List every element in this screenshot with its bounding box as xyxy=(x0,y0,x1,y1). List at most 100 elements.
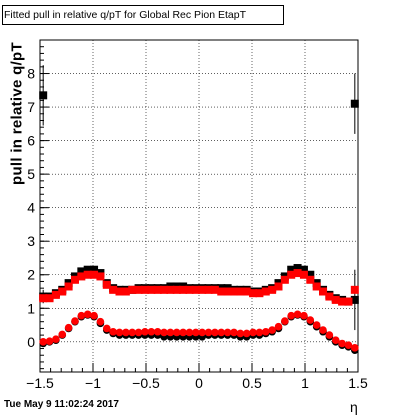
data-point xyxy=(102,324,111,333)
data-point xyxy=(281,317,289,325)
data-point xyxy=(300,311,308,320)
data-point xyxy=(121,287,130,296)
data-point xyxy=(134,285,143,294)
y-tick-label: 2 xyxy=(27,267,35,283)
data-point xyxy=(223,328,232,337)
data-point xyxy=(179,285,188,294)
data-point xyxy=(90,270,99,279)
data-point xyxy=(166,328,175,337)
data-point xyxy=(350,295,359,304)
data-point xyxy=(115,328,124,337)
data-point xyxy=(166,285,175,294)
y-tick-label: 5 xyxy=(27,166,35,182)
y-tick-label: 8 xyxy=(27,66,35,82)
data-point xyxy=(172,328,181,337)
data-point xyxy=(306,316,315,324)
x-tick-label: 1 xyxy=(301,375,309,391)
data-point xyxy=(64,282,73,291)
timestamp: Tue May 9 11:02:24 2017 xyxy=(4,399,119,410)
y-tick-label: 1 xyxy=(27,300,35,316)
data-point xyxy=(274,322,283,331)
x-tick-label: 0.5 xyxy=(242,375,262,391)
data-point xyxy=(236,329,245,338)
data-point xyxy=(236,287,245,296)
data-point xyxy=(306,275,315,284)
data-point xyxy=(39,294,48,303)
data-point xyxy=(90,311,98,320)
data-point xyxy=(338,297,347,306)
data-point xyxy=(268,285,277,294)
data-series xyxy=(39,310,359,352)
data-point xyxy=(109,285,118,294)
data-point xyxy=(351,344,359,352)
data-point xyxy=(83,310,92,319)
data-point xyxy=(64,323,73,332)
data-point xyxy=(350,285,359,294)
data-point xyxy=(331,295,340,304)
y-tick-label: 7 xyxy=(27,99,35,115)
data-point xyxy=(96,272,105,281)
data-point xyxy=(230,328,238,337)
data-point xyxy=(249,328,257,337)
data-point xyxy=(325,292,334,301)
data-point xyxy=(325,331,334,339)
data-point xyxy=(261,287,270,296)
data-point xyxy=(147,327,156,336)
data-point xyxy=(198,328,206,337)
data-point xyxy=(287,311,296,320)
data-point xyxy=(45,294,54,303)
y-tick-label: 3 xyxy=(27,233,35,249)
data-point xyxy=(90,265,99,274)
x-tick-label: −1.5 xyxy=(26,375,54,391)
data-point xyxy=(344,341,353,349)
data-point xyxy=(293,310,302,319)
data-point xyxy=(160,328,168,337)
data-point xyxy=(319,326,327,334)
data-point xyxy=(350,99,359,108)
data-point xyxy=(229,287,238,296)
data-point xyxy=(39,338,47,346)
data-point xyxy=(255,289,264,298)
data-point xyxy=(141,327,149,336)
data-point xyxy=(51,290,60,299)
data-point xyxy=(293,264,302,273)
data-point xyxy=(96,317,105,326)
x-tick-label: −0.5 xyxy=(132,375,160,391)
data-point xyxy=(115,287,124,296)
data-point xyxy=(299,265,308,274)
data-point xyxy=(338,339,346,348)
data-point xyxy=(319,287,328,296)
data-point xyxy=(331,336,340,344)
data-point xyxy=(160,285,169,294)
data-point xyxy=(287,270,296,279)
data-point xyxy=(191,285,200,294)
data-point xyxy=(204,285,213,294)
data-point xyxy=(255,328,264,337)
data-point xyxy=(249,289,258,298)
data-point xyxy=(312,282,321,291)
data-point xyxy=(312,321,321,329)
data-point xyxy=(242,329,251,338)
data-point xyxy=(134,328,143,337)
data-point xyxy=(83,270,92,279)
data-point xyxy=(299,270,308,279)
data-point xyxy=(172,285,181,294)
x-tick-label: −1 xyxy=(85,375,101,391)
data-point xyxy=(71,317,79,325)
data-point xyxy=(39,91,48,100)
data-point xyxy=(77,272,86,281)
data-point xyxy=(128,285,137,294)
data-point xyxy=(185,328,194,337)
x-tick-label: 1.5 xyxy=(348,375,368,391)
data-point xyxy=(153,327,162,336)
data-point xyxy=(77,267,86,276)
data-point xyxy=(344,297,353,306)
x-tick-label: 0 xyxy=(195,375,203,391)
data-point xyxy=(198,285,207,294)
data-point xyxy=(153,285,162,294)
chart-title: Fitted pull in relative q/pT for Global … xyxy=(2,5,284,25)
y-tick-label: 0 xyxy=(27,334,35,350)
data-point xyxy=(102,280,111,289)
y-tick-label: 6 xyxy=(27,133,35,149)
